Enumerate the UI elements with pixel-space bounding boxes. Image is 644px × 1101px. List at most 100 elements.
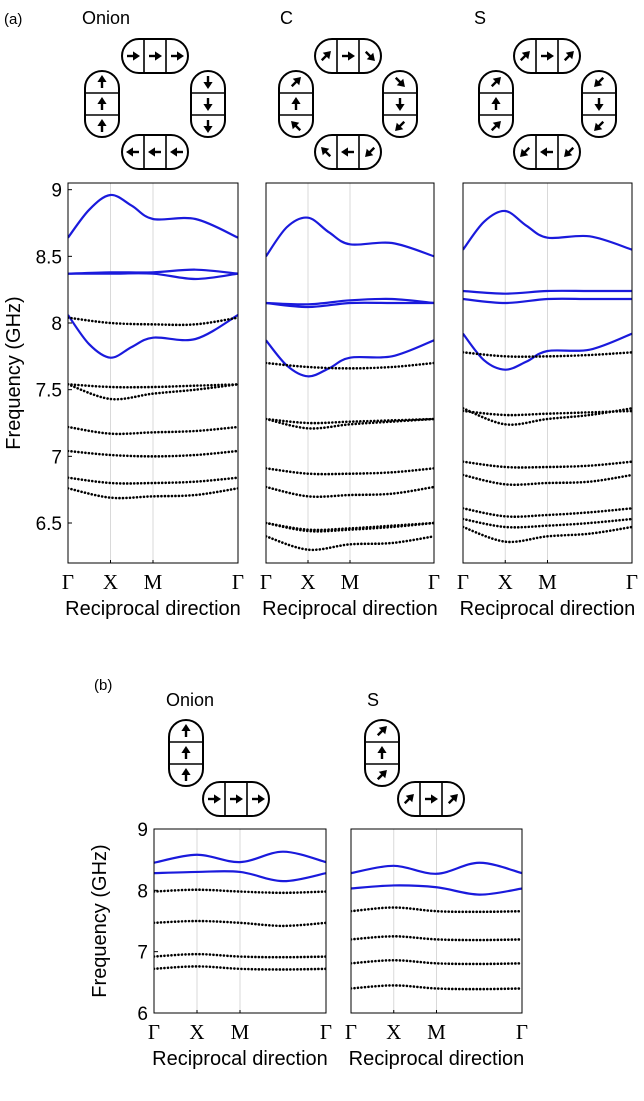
dispersion-branch-dotted [351, 958, 522, 966]
x-tick-label: X [498, 570, 513, 594]
magnetization-arrow-icon [519, 51, 530, 62]
dispersion-branch-dotted [68, 487, 238, 500]
chart-panel: C Γ X M Γ Reciprocal direction [260, 8, 440, 620]
arrow-head [181, 746, 191, 753]
dispersion-branch-solid [463, 332, 632, 371]
arrow-head [291, 121, 300, 130]
arrow-head [155, 51, 162, 61]
x-tick-label: Γ [320, 1020, 332, 1044]
dispersion-branch-dotted [266, 467, 434, 476]
magnetization-diagram [364, 719, 465, 817]
magnetization-arrow-icon [540, 147, 553, 157]
magnet-cell [190, 70, 226, 138]
x-tick-label: Γ [232, 570, 244, 594]
x-tick-label: X [103, 570, 118, 594]
arrow-head [492, 77, 501, 86]
y-tick-label: 7 [137, 943, 148, 964]
magnet-cell [513, 38, 581, 74]
y-axis-label: Frequency (GHz) [3, 296, 25, 449]
dispersion-branch-solid [266, 301, 434, 309]
dispersion-branch-solid [154, 850, 326, 864]
x-tick-label: X [386, 1020, 401, 1044]
magnetization-arrow-icon [563, 51, 574, 62]
arrow-head [292, 77, 301, 86]
arrow-head [322, 51, 331, 60]
y-tick-label: 6.5 [36, 514, 62, 535]
configuration-title: Onion [166, 690, 214, 710]
dispersion-branch-dotted [68, 383, 238, 401]
arrow-head [594, 122, 603, 131]
arrow-head [348, 51, 355, 61]
arrow-head [395, 122, 404, 131]
dispersion-branch-dotted [463, 409, 632, 417]
dispersion-branch-solid [463, 289, 632, 295]
arrow-head [214, 794, 221, 804]
x-tick-label: M [341, 570, 360, 594]
magnet-cell [84, 70, 120, 138]
magnetization-arrow-icon [230, 794, 243, 804]
arrow-head [405, 794, 414, 803]
dispersion-branch-dotted [463, 460, 632, 469]
magnet-cell [382, 70, 418, 138]
configuration-title: S [367, 690, 379, 710]
magnet-cell [168, 719, 204, 787]
magnetization-arrow-icon [376, 726, 387, 737]
magnet-cell [278, 70, 314, 138]
dispersion-branch-dotted [351, 906, 522, 914]
magnetization-arrow-icon [208, 794, 221, 804]
arrow-head [203, 104, 213, 111]
magnetization-diagram [278, 38, 418, 170]
dispersion-branch-solid [266, 297, 434, 306]
magnetization-arrow-icon [291, 121, 302, 132]
magnetization-arrow-icon [127, 51, 140, 61]
arrow-head [97, 75, 107, 82]
arrow-head [521, 51, 530, 60]
magnetization-arrow-icon [594, 98, 604, 111]
magnetization-diagram [84, 38, 226, 170]
arrow-head [594, 104, 604, 111]
dispersion-branch-dotted [154, 952, 326, 959]
magnetization-arrow-icon [203, 76, 213, 89]
x-tick-label: M [427, 1020, 446, 1044]
x-tick-label: M [538, 570, 557, 594]
arrow-head [492, 121, 501, 130]
y-axis-label: Frequency (GHz) [89, 844, 111, 997]
x-axis-label: Reciprocal direction [262, 598, 438, 620]
magnetization-arrow-icon [97, 75, 107, 88]
x-tick-label: Γ [428, 570, 440, 594]
arrow-head [181, 724, 191, 731]
series-group [68, 193, 238, 500]
dispersion-branch-dotted [154, 965, 326, 971]
y-tick-label: 9 [51, 181, 62, 202]
dispersion-branch-dotted [68, 383, 238, 389]
magnetization-arrow-icon [377, 746, 387, 759]
magnet-cell [202, 781, 270, 817]
arrow-head [126, 147, 133, 157]
x-tick-label: Γ [516, 1020, 528, 1044]
x-tick-label: Γ [626, 570, 638, 594]
magnetization-arrow-icon [148, 147, 161, 157]
magnetization-arrow-icon [520, 146, 531, 157]
magnetization-arrow-icon [564, 146, 575, 157]
magnetization-arrow-icon [321, 147, 332, 158]
magnet-cell [314, 134, 382, 170]
dispersion-branch-dotted [154, 919, 326, 928]
dispersion-branch-dotted [463, 517, 632, 529]
arrow-head [431, 794, 438, 804]
magnet-cell [314, 38, 382, 74]
magnetization-arrow-icon [126, 147, 139, 157]
arrow-head [97, 97, 107, 104]
chart-panel: S Γ X M Γ Reciprocal direction [345, 690, 528, 1070]
magnetization-arrow-icon [341, 147, 354, 157]
arrow-head [396, 78, 405, 87]
magnetization-arrow-icon [252, 794, 265, 804]
dispersion-branch-solid [351, 861, 522, 875]
magnet-cell [121, 38, 189, 74]
magnetization-arrow-icon [170, 147, 183, 157]
magnetization-arrow-icon [447, 794, 458, 805]
magnetization-arrow-icon [541, 51, 554, 61]
magnetization-arrow-icon [203, 98, 213, 111]
series-group [463, 209, 632, 544]
arrow-head [395, 104, 405, 111]
magnet-cell [581, 70, 617, 138]
